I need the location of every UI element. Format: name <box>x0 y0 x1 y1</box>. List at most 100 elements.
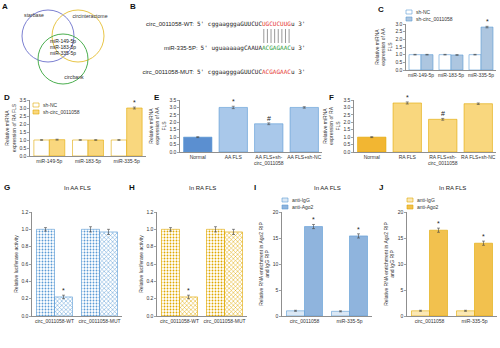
svg-text:miR-335-5p: miR-335-5p <box>468 72 494 78</box>
svg-text:RA FLS+sh-circ_0011058: RA FLS+sh-circ_0011058 <box>428 154 458 167</box>
svg-text:miR-335-5p: miR-335-5p <box>461 318 487 324</box>
svg-text:0.5: 0.5 <box>169 141 176 147</box>
svg-text:circinteractome: circinteractome <box>72 13 107 19</box>
svg-text:2.5: 2.5 <box>169 112 176 118</box>
svg-text:2.0: 2.0 <box>395 36 402 42</box>
svg-text:1.5: 1.5 <box>19 129 26 135</box>
svg-text:5: 5 <box>276 287 279 293</box>
svg-text:In RA FLS: In RA FLS <box>439 185 466 191</box>
svg-text:0.5: 0.5 <box>19 145 26 151</box>
svg-text:5' uguaaaaagCAAUA: 5' uguaaaaagCAAUA <box>201 44 263 52</box>
svg-text:In AA FLS: In AA FLS <box>314 185 341 191</box>
svg-text:circ_0011058-WT: circ_0011058-WT <box>160 318 199 324</box>
svg-text:circ_0011058: circ_0011058 <box>290 318 320 324</box>
svg-text:3.0: 3.0 <box>343 104 350 110</box>
svg-text:*: * <box>232 98 235 105</box>
svg-text:In AA FLS: In AA FLS <box>64 185 91 191</box>
svg-text:I: I <box>254 183 256 192</box>
svg-text:miR-149-5p: miR-149-5p <box>408 72 434 78</box>
svg-text:H: H <box>129 183 135 192</box>
svg-text:2.0: 2.0 <box>343 119 350 125</box>
svg-text:3.0: 3.0 <box>395 21 402 27</box>
svg-text:1.0: 1.0 <box>21 226 28 232</box>
svg-text:Normal: Normal <box>190 154 206 160</box>
svg-text:2.5: 2.5 <box>343 112 350 118</box>
svg-text:1.5: 1.5 <box>343 126 350 132</box>
svg-text:miR-149-5p: miR-149-5p <box>36 158 62 164</box>
svg-text:0.0: 0.0 <box>21 313 28 319</box>
svg-text:3.5: 3.5 <box>169 97 176 103</box>
svg-text:miR-183-5p: miR-183-5p <box>438 72 464 78</box>
svg-text:anti-Ago2: anti-Ago2 <box>292 204 314 210</box>
svg-text:0.8: 0.8 <box>146 243 153 249</box>
svg-text:sh-NC: sh-NC <box>43 102 58 108</box>
svg-text:sh-circ_0011058: sh-circ_0011058 <box>416 16 453 22</box>
svg-text:Normal: Normal <box>364 154 380 160</box>
svg-text:1.0: 1.0 <box>146 226 153 232</box>
svg-text:circ_0011058-MUT:: circ_0011058-MUT: <box>142 69 194 75</box>
svg-text:*: * <box>406 94 409 101</box>
svg-text:RA FLS: RA FLS <box>399 154 417 160</box>
svg-text:circ_0011058-MUT: circ_0011058-MUT <box>78 318 120 324</box>
svg-text:A: A <box>2 2 8 11</box>
svg-text:3.5: 3.5 <box>19 97 26 103</box>
svg-text:Relative RNA enrichment in Ago: Relative RNA enrichment in Ago2 RIPand I… <box>258 222 271 306</box>
svg-text:D: D <box>4 93 10 102</box>
svg-text:0.0: 0.0 <box>146 313 153 319</box>
svg-text:miR-335-5P:: miR-335-5P: <box>164 45 198 51</box>
svg-text:15: 15 <box>398 235 404 241</box>
svg-text:Relative miRNAexpression of AA: Relative miRNAexpression of AAFLS <box>148 107 167 145</box>
svg-text:2.5: 2.5 <box>19 113 26 119</box>
svg-text:3.0: 3.0 <box>169 104 176 110</box>
svg-text:E: E <box>154 93 160 102</box>
svg-text:*: * <box>312 216 315 223</box>
svg-text:0.8: 0.8 <box>21 243 28 249</box>
svg-text:5: 5 <box>401 287 404 293</box>
svg-text:u 3': u 3' <box>291 20 305 27</box>
svg-text:miR-183-5p: miR-183-5p <box>50 44 76 50</box>
svg-text:C: C <box>378 5 384 14</box>
svg-text:1.0: 1.0 <box>343 134 350 140</box>
svg-text:0.6: 0.6 <box>21 261 28 267</box>
svg-text:20: 20 <box>398 209 404 215</box>
svg-text:#: # <box>267 115 271 122</box>
svg-text:AA FLS+sh-circ_0011058: AA FLS+sh-circ_0011058 <box>254 154 284 167</box>
svg-text:sh-circ_0011058: sh-circ_0011058 <box>43 109 80 115</box>
svg-text:3.5: 3.5 <box>343 97 350 103</box>
svg-text:anti-Ago2: anti-Ago2 <box>417 204 439 210</box>
svg-text:Relative luciferase activity: Relative luciferase activity <box>138 235 144 293</box>
svg-text:0.0: 0.0 <box>343 149 350 155</box>
svg-text:0.5: 0.5 <box>343 141 350 147</box>
svg-text:#: # <box>441 110 445 117</box>
svg-text:miR-335-5p: miR-335-5p <box>336 318 362 324</box>
svg-text:Relative miRNAexpression of RA: Relative miRNAexpression of RA FLS <box>4 103 16 152</box>
svg-text:0.4: 0.4 <box>21 278 28 284</box>
svg-text:AA FLS+sh-NC: AA FLS+sh-NC <box>287 154 321 160</box>
svg-text:0.6: 0.6 <box>146 261 153 267</box>
svg-text:0.2: 0.2 <box>146 295 153 301</box>
svg-text:J: J <box>379 183 383 192</box>
svg-text:*: * <box>482 233 485 240</box>
svg-text:starbase: starbase <box>24 12 44 18</box>
svg-text:1.5: 1.5 <box>169 126 176 132</box>
svg-text:miR-149-5p: miR-149-5p <box>50 38 76 44</box>
svg-text:0: 0 <box>401 313 404 319</box>
svg-text:2.0: 2.0 <box>169 119 176 125</box>
svg-text:2.0: 2.0 <box>19 121 26 127</box>
svg-text:F: F <box>329 93 334 102</box>
svg-text:5' cggaagggaGUUCUC: 5' cggaagggaGUUCUC <box>197 20 262 28</box>
svg-text:u 3': u 3' <box>291 44 305 51</box>
svg-text:5' cggaagggaGUUCUC: 5' cggaagggaGUUCUC <box>197 68 262 76</box>
svg-text:1.2: 1.2 <box>21 209 28 215</box>
svg-text:1.0: 1.0 <box>19 137 26 143</box>
svg-text:Relative miRNAexpression of RA: Relative miRNAexpression of RAFLS <box>322 106 341 145</box>
svg-text:1.2: 1.2 <box>146 209 153 215</box>
svg-text:20: 20 <box>273 209 279 215</box>
svg-text:AA FLS: AA FLS <box>225 154 243 160</box>
svg-text:10: 10 <box>398 261 404 267</box>
svg-text:1.0: 1.0 <box>169 134 176 140</box>
svg-text:*: * <box>133 99 136 106</box>
svg-text:Relative miRNAexpression of AA: Relative miRNAexpression of AAFLS <box>374 28 393 66</box>
svg-text:miR-183-5p: miR-183-5p <box>75 158 101 164</box>
svg-text:B: B <box>130 2 136 11</box>
